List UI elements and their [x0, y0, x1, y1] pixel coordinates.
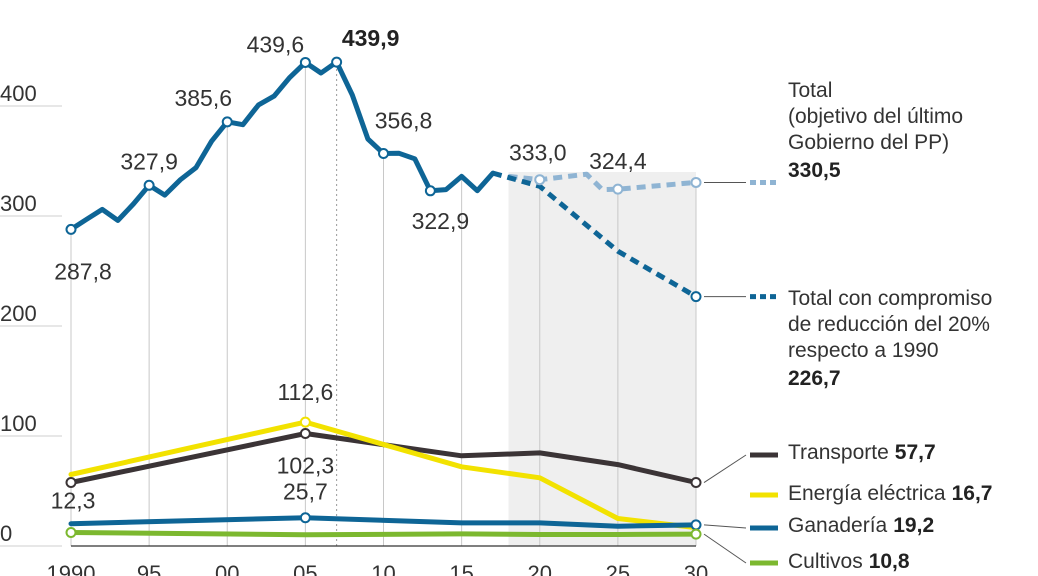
point-marker-1-2030: [690, 176, 702, 188]
legend-item-5: Cultivos 10,8: [703, 533, 910, 573]
data-label-9: 112,6: [277, 379, 333, 405]
series-line-3: [68, 431, 699, 485]
legend-item-2: Transporte 57,7: [703, 441, 936, 483]
legend-value-4: 19,2: [893, 514, 934, 537]
data-label-11: 12,3: [51, 487, 96, 513]
point-marker-3-2030: [690, 477, 702, 489]
data-label-2: 385,6: [174, 85, 232, 111]
legend-value-0: 330,5: [788, 159, 841, 182]
point-marker-0-1995: [143, 179, 155, 191]
legend-label-1-1: de reducción del 20%: [788, 313, 990, 336]
x-tick-label-00: 00: [215, 561, 239, 576]
point-marker-5-2005: [299, 512, 311, 524]
data-label-3: 439,6: [247, 31, 305, 57]
legend-item-0: Total (objetivo del último Gobierno del PP…: [704, 79, 963, 185]
legend-label-1-2: respecto a 1990: [788, 339, 939, 362]
series-lines: [65, 56, 702, 540]
data-label-10: 102,3: [277, 452, 335, 478]
x-tick-label-25: 25: [606, 561, 630, 576]
legend-label-0-1: (objetivo del último: [788, 105, 963, 128]
legend-connector-2: [703, 454, 747, 483]
point-marker-0-1990: [65, 223, 77, 235]
series-line-0: [68, 59, 496, 232]
vertical-gridlines: [70, 62, 697, 547]
legend-label-0-2: Gobierno del PP): [788, 131, 949, 154]
series-line-4: [68, 419, 699, 531]
projection-area: [508, 172, 696, 546]
legend: Total (objetivo del último Gobierno del PP…: [703, 79, 992, 573]
legend-label-5: Cultivos: [788, 550, 863, 573]
data-label-0: 287,8: [54, 258, 112, 284]
data-labels: 287,8 327,9 385,6 439,6 439,9 356,8 322,9 333,0…: [51, 25, 647, 513]
point-marker-4-2005: [299, 416, 311, 428]
series-line-6: [68, 530, 699, 538]
legend-connector-4: [703, 524, 747, 529]
legend-value-3: 16,7: [952, 482, 993, 505]
x-tick-label-10: 10: [371, 561, 395, 576]
y-tick-label-100: 100: [0, 411, 37, 436]
point-marker-0-2013: [424, 185, 436, 197]
x-axis-ticks: 1990 95 00 05 10 15 20 25 30: [47, 561, 709, 576]
legend-value-1: 226,7: [788, 367, 841, 390]
x-tick-label-1990: 1990: [47, 561, 96, 576]
point-marker-3-2005: [299, 427, 311, 439]
data-label-4: 439,9: [342, 25, 400, 51]
projection-shading: [508, 172, 696, 546]
x-tick-label-05: 05: [293, 561, 317, 576]
point-marker-0-2000: [221, 116, 233, 128]
data-label-6: 322,9: [412, 208, 470, 234]
legend-label-4: Ganadería: [788, 514, 888, 537]
x-tick-label-95: 95: [137, 561, 161, 576]
y-tick-label-0: 0: [0, 521, 12, 546]
data-label-5: 356,8: [375, 108, 433, 134]
point-marker-0-2005: [299, 56, 311, 68]
point-marker-6-2030: [690, 528, 702, 540]
point-marker-1-2020: [534, 174, 546, 186]
legend-connector-5: [703, 533, 747, 564]
y-tick-label-200: 200: [0, 301, 37, 326]
point-marker-0-2010: [378, 148, 389, 160]
legend-label-1-0: Total con compromiso: [788, 287, 992, 310]
point-marker-2-2030: [690, 291, 702, 303]
point-marker-3-1990: [65, 477, 77, 489]
data-label-7: 333,0: [509, 140, 567, 166]
point-marker-6-1990: [65, 526, 77, 538]
legend-item-3: Energía eléctrica 16,7: [750, 482, 992, 505]
point-marker-1-2025: [612, 183, 624, 195]
legend-item-4: Ganadería 19,2: [703, 514, 934, 537]
legend-value-5: 10,8: [869, 550, 910, 573]
legend-label-3: Energía eléctrica: [788, 482, 946, 505]
x-tick-label-15: 15: [449, 561, 473, 576]
legend-value-2: 57,7: [895, 441, 936, 464]
data-label-12: 25,7: [283, 479, 328, 505]
legend-label-2: Transporte: [788, 441, 889, 464]
legend-label-0-0: Total: [788, 79, 832, 102]
x-tick-label-30: 30: [684, 561, 708, 576]
y-tick-label-400: 400: [0, 81, 37, 106]
series-line-5: [68, 515, 699, 529]
series-line-2: [492, 170, 698, 299]
x-tick-label-20: 20: [528, 561, 552, 576]
data-label-8: 324,4: [589, 148, 647, 174]
legend-item-1: Total con compromiso de reducción del 20%…: [704, 287, 992, 390]
point-marker-0-2007: [331, 56, 343, 68]
y-tick-label-300: 300: [0, 191, 37, 216]
data-label-1: 327,9: [120, 148, 178, 174]
y-axis-ticks: 0100200300400500: [0, 81, 62, 547]
point-marker-5-2030: [690, 519, 702, 531]
